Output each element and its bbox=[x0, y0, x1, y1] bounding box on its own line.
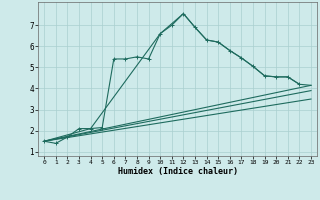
X-axis label: Humidex (Indice chaleur): Humidex (Indice chaleur) bbox=[118, 167, 238, 176]
